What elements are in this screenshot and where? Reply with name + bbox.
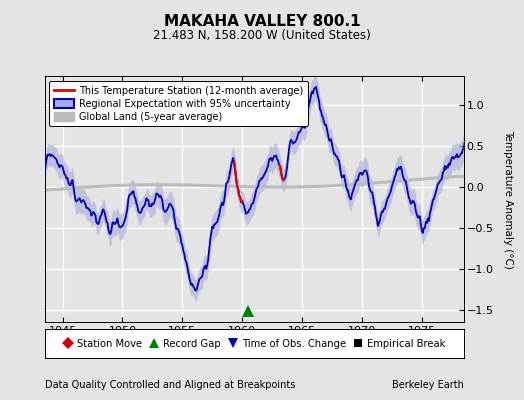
Text: Data Quality Controlled and Aligned at Breakpoints: Data Quality Controlled and Aligned at B… (45, 380, 295, 390)
Text: MAKAHA VALLEY 800.1: MAKAHA VALLEY 800.1 (163, 14, 361, 29)
Y-axis label: Temperature Anomaly (°C): Temperature Anomaly (°C) (503, 130, 513, 268)
Legend: This Temperature Station (12-month average), Regional Expectation with 95% uncer: This Temperature Station (12-month avera… (49, 81, 308, 126)
Legend: Station Move, Record Gap, Time of Obs. Change, Empirical Break: Station Move, Record Gap, Time of Obs. C… (60, 336, 448, 352)
Text: 21.483 N, 158.200 W (United States): 21.483 N, 158.200 W (United States) (153, 29, 371, 42)
Text: Berkeley Earth: Berkeley Earth (392, 380, 464, 390)
